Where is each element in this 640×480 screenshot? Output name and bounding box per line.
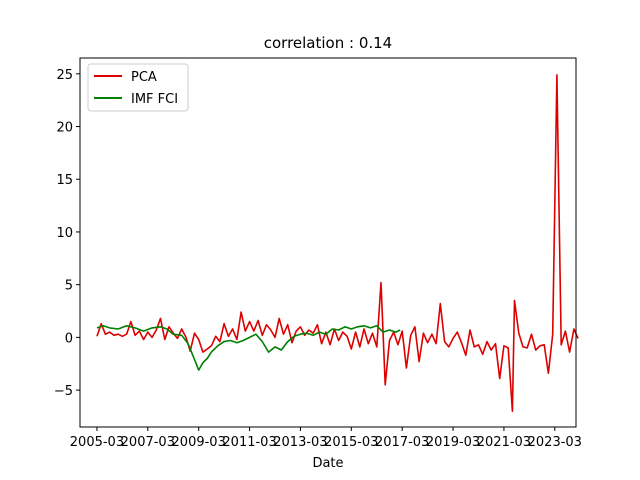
series-line-imf-fci [96,325,401,371]
x-tick-label: 2023-03 [528,435,582,450]
y-tick-label: 0 [65,331,73,346]
x-tick-label: 2011-03 [222,435,276,450]
axes: −5 0 5 10 15 20 25 2005-032007-032009-032011-03… [54,68,582,450]
plot-lines [96,74,579,412]
x-tick-label: 2019-03 [426,435,480,450]
y-tick-label: 20 [56,121,73,136]
x-tick-label: 2007-03 [121,435,175,450]
x-tick-label: 2013-03 [273,435,327,450]
x-axis-label: Date [312,456,343,471]
y-tick-label: 5 [65,279,73,294]
x-tick-label: 2009-03 [172,435,226,450]
y-tick-label: −5 [54,384,73,399]
y-tick-label: 25 [56,68,73,83]
chart-title: correlation : 0.14 [264,34,392,52]
plot-frame [79,57,577,428]
y-tick-label: 15 [56,173,73,188]
legend-label: PCA [131,70,157,85]
y-tick-label: 10 [56,226,73,241]
legend-label: IMF FCI [131,92,178,107]
series-line-pca [96,74,579,412]
legend: PCA IMF FCI [87,63,189,112]
x-tick-label: 2005-03 [70,435,124,450]
x-tick-label: 2015-03 [324,435,378,450]
x-tick-label: 2021-03 [477,435,531,450]
x-tick-label: 2017-03 [375,435,429,450]
